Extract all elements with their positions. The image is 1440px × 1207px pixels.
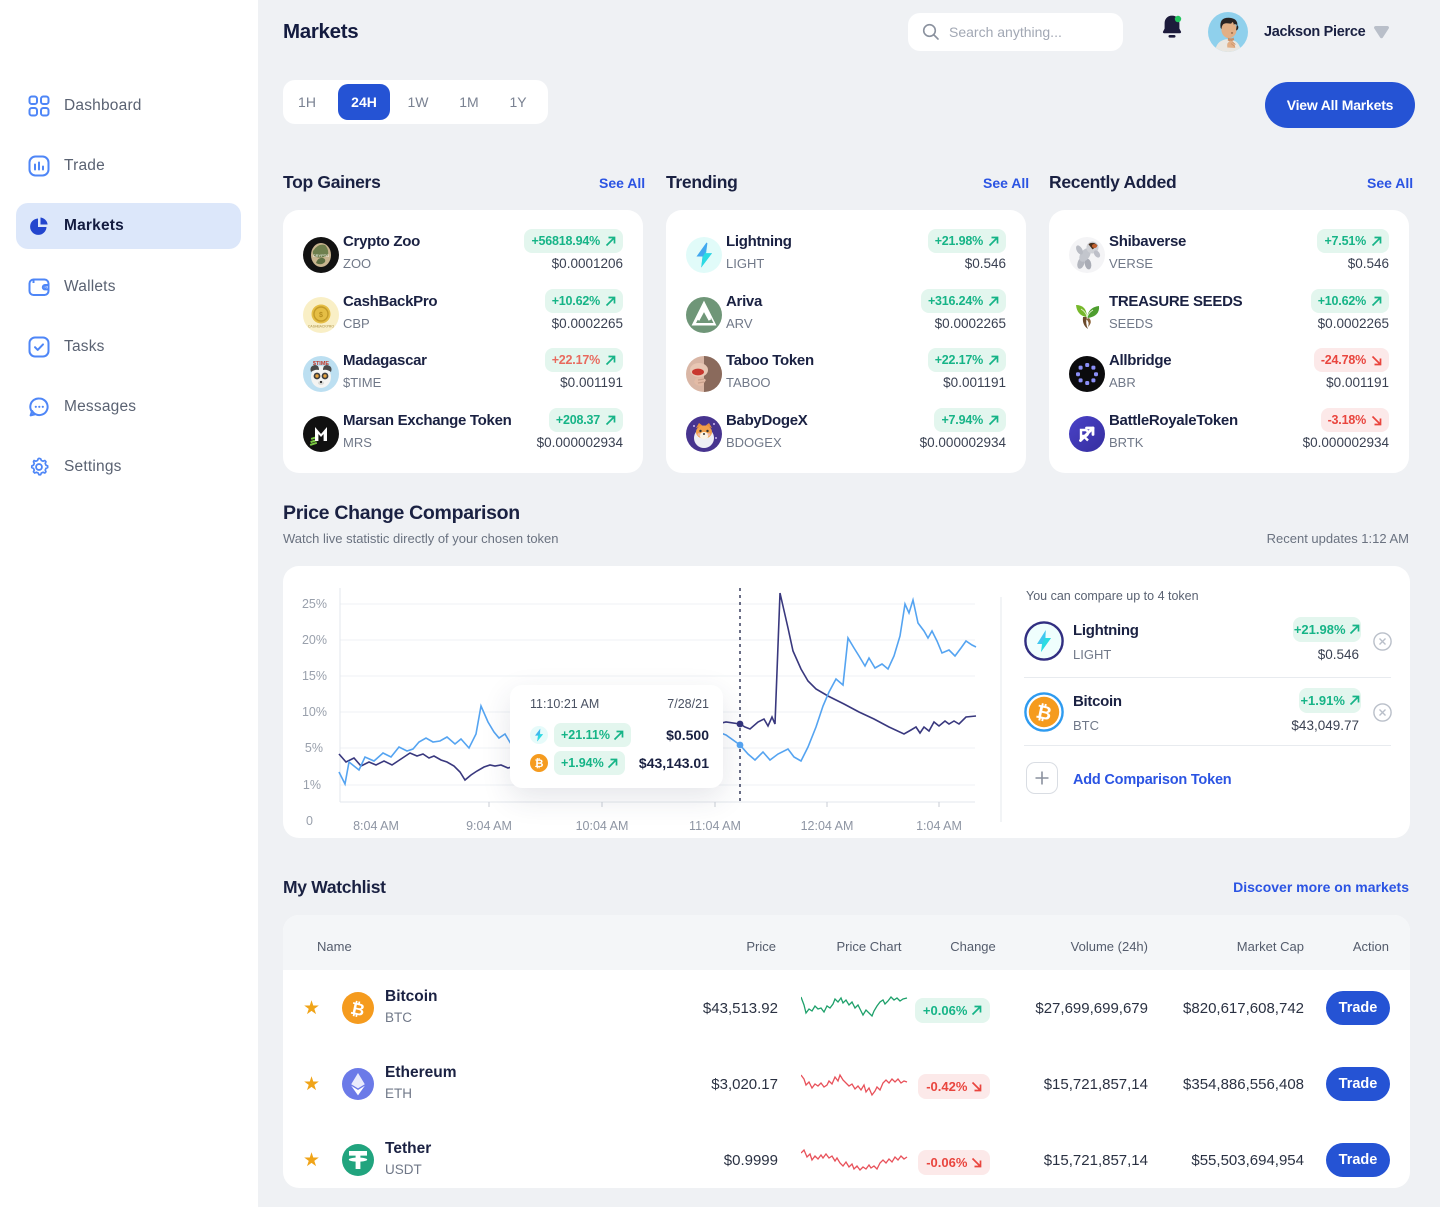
svg-text:12:04 AM: 12:04 AM	[801, 819, 854, 833]
svg-text:₿: ₿	[1034, 702, 1054, 726]
svg-text:1%: 1%	[303, 778, 321, 792]
svg-text:CASHBACKPRO: CASHBACKPRO	[308, 325, 334, 329]
svg-text:5%: 5%	[305, 741, 323, 755]
svg-text:20%: 20%	[302, 633, 327, 647]
svg-text:CRYPTO: CRYPTO	[313, 253, 330, 258]
svg-text:9:04 AM: 9:04 AM	[466, 819, 512, 833]
svg-text:1:04 AM: 1:04 AM	[916, 819, 962, 833]
svg-text:15%: 15%	[302, 669, 327, 683]
svg-text:₿: ₿	[349, 999, 367, 1020]
svg-text:11:04 AM: 11:04 AM	[689, 819, 741, 833]
svg-text:0: 0	[306, 814, 313, 828]
svg-text:$: $	[319, 312, 323, 319]
svg-text:10%: 10%	[302, 705, 327, 719]
svg-text:10:04 AM: 10:04 AM	[576, 819, 629, 833]
svg-text:$TIME: $TIME	[313, 361, 330, 367]
svg-text:₿: ₿	[535, 758, 544, 770]
svg-text:8:04 AM: 8:04 AM	[353, 819, 399, 833]
svg-text:25%: 25%	[302, 597, 327, 611]
